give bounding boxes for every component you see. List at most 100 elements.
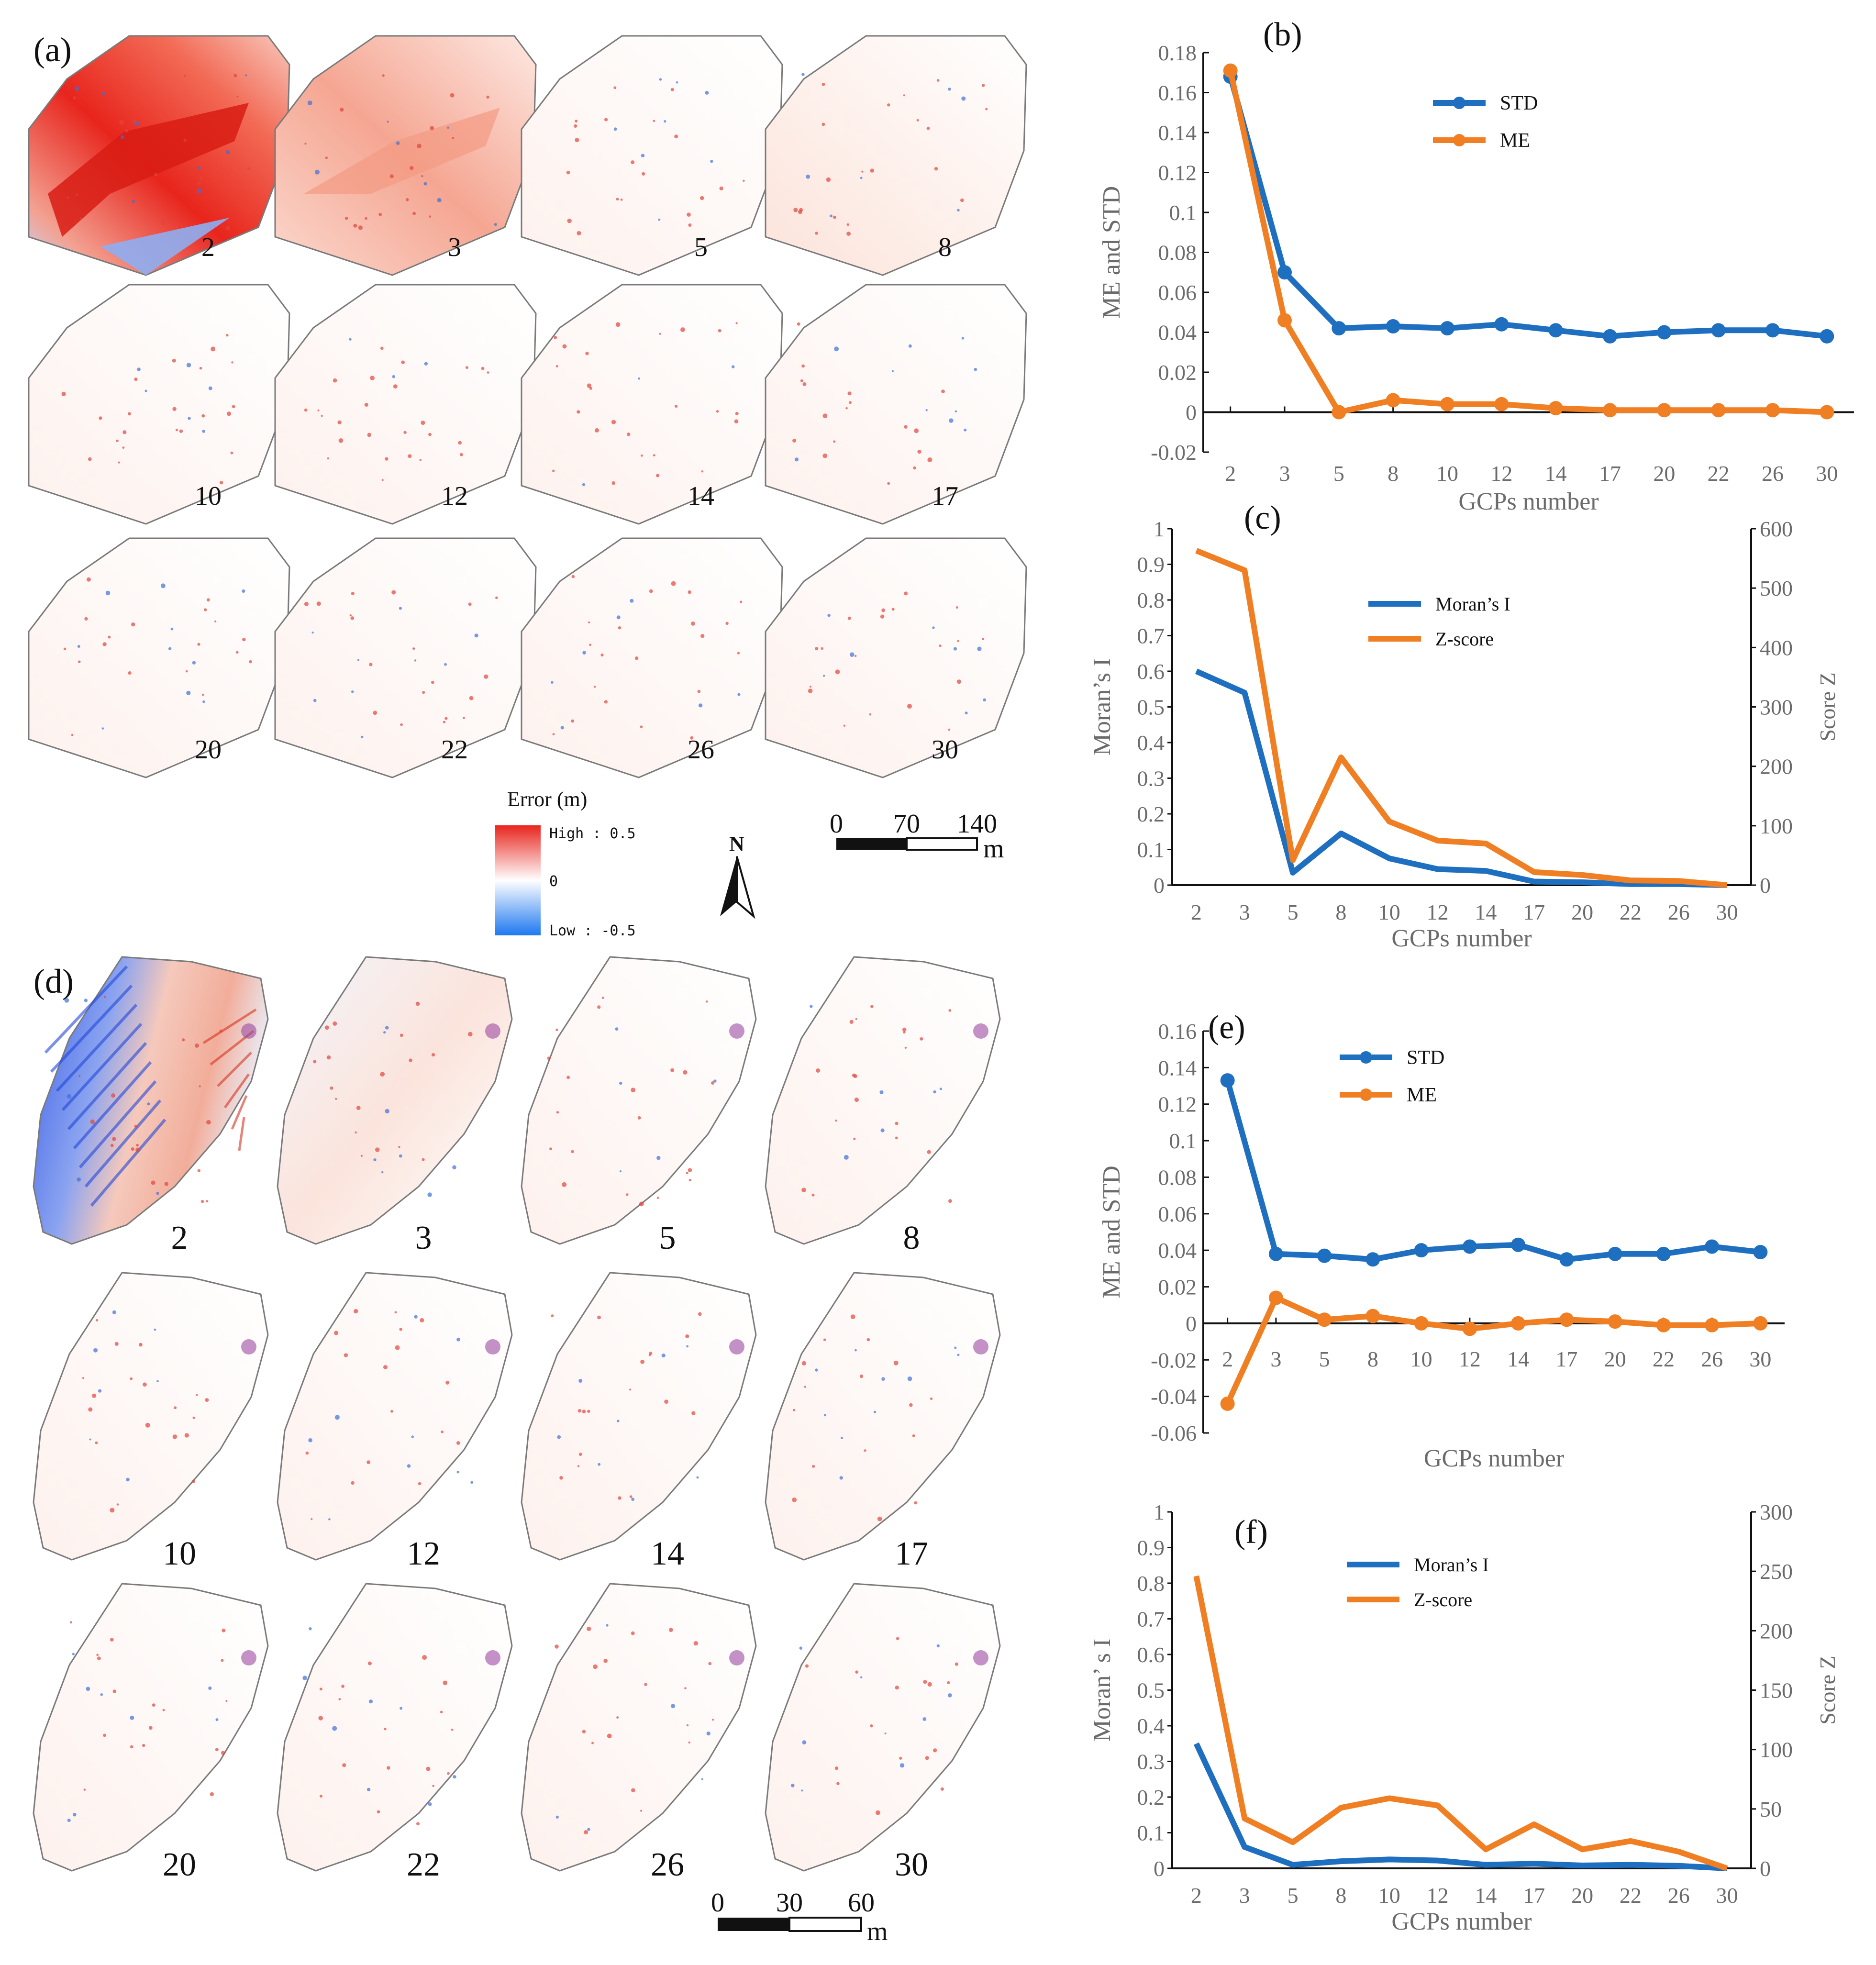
error-speck: [801, 1188, 806, 1192]
error-speck: [327, 457, 329, 460]
error-legend: Error (m) High : 0.5 0 Low : -0.5: [495, 788, 636, 939]
error-speck: [880, 1128, 885, 1132]
error-speck: [866, 1338, 870, 1342]
error-speck: [381, 479, 384, 481]
low-error-stripe: [56, 1003, 138, 1092]
error-speck: [456, 1471, 459, 1474]
panel-a-tile-label: 30: [932, 735, 958, 765]
data-point-me: [1386, 393, 1400, 408]
error-speck: [815, 647, 819, 651]
y-tick-label-left: 0.8: [1137, 1571, 1165, 1596]
error-speck: [708, 1662, 711, 1665]
error-speck: [799, 1646, 803, 1650]
error-cluster: [973, 1650, 988, 1665]
error-speck: [125, 129, 129, 133]
x-tick-label: 12: [1490, 461, 1512, 486]
x-tick-label: 12: [1427, 900, 1449, 924]
panel-d-tile-20: 20: [33, 1583, 269, 1883]
error-speck: [186, 690, 191, 695]
tile-outline: [765, 1272, 1001, 1561]
error-speck: [206, 598, 210, 602]
error-speck: [982, 637, 985, 640]
error-speck: [349, 338, 352, 341]
error-speck: [554, 336, 557, 339]
error-speck: [356, 1106, 361, 1110]
error-speck: [152, 1703, 155, 1707]
error-speck: [955, 606, 958, 609]
error-speck: [821, 647, 823, 650]
x-tick-label: 10: [1436, 461, 1458, 486]
error-speck: [618, 626, 622, 630]
error-speck: [835, 669, 840, 675]
panel-a-tile-label: 8: [938, 233, 952, 262]
error-speck: [705, 90, 709, 95]
error-speck: [957, 209, 960, 212]
error-speck: [143, 1382, 147, 1387]
y-tick-label: -0.06: [1151, 1421, 1197, 1445]
error-speck: [953, 647, 957, 651]
error-speck: [398, 1146, 400, 1148]
error-speck: [701, 1778, 703, 1780]
error-speck: [219, 1029, 222, 1032]
error-speck: [895, 1136, 898, 1140]
error-speck: [368, 1699, 373, 1704]
error-speck: [430, 126, 434, 131]
error-speck: [403, 431, 407, 434]
error-speck: [571, 575, 575, 578]
error-speck: [566, 1076, 570, 1079]
panel-d-tile-label: 17: [895, 1535, 928, 1572]
error-speck: [110, 1508, 115, 1513]
error-speck: [111, 1093, 116, 1098]
y-axis-title: ME and STD: [1098, 186, 1125, 319]
high-error-zone: [48, 103, 249, 237]
error-speck: [904, 591, 908, 596]
error-speck: [792, 438, 797, 443]
error-speck: [164, 1182, 168, 1186]
data-point-me: [1608, 1314, 1622, 1329]
legend-low-label: Low : -0.5: [549, 922, 636, 939]
error-speck: [103, 1733, 106, 1737]
error-speck: [939, 1088, 942, 1090]
error-speck: [619, 1170, 622, 1173]
x-axis-title: GCPs number: [1458, 488, 1598, 515]
error-speck: [83, 1788, 86, 1791]
error-speck: [849, 401, 852, 404]
scalebar-d: 0 30 60 m: [711, 1888, 888, 1946]
error-speck: [801, 1361, 806, 1366]
panel-a-tiles: 2 3 5 8 10 12 14 17 20 22 26 30: [28, 35, 1027, 778]
error-speck: [416, 1822, 420, 1826]
y-tick-label-right: 150: [1760, 1678, 1793, 1703]
x-tick-label: 10: [1410, 1347, 1432, 1371]
error-speck: [664, 120, 666, 123]
error-speck: [809, 686, 812, 688]
error-speck: [611, 481, 616, 485]
data-point-std: [1365, 1252, 1380, 1267]
high-error-stripe: [238, 1117, 245, 1151]
error-speck: [571, 1150, 574, 1154]
error-speck: [861, 170, 864, 173]
error-speck: [893, 1360, 899, 1366]
y-tick-label-left: 0.5: [1137, 695, 1165, 720]
error-speck: [887, 103, 890, 107]
error-speck: [808, 688, 813, 693]
error-speck: [698, 703, 703, 708]
error-speck: [98, 1389, 102, 1393]
error-speck: [711, 1081, 715, 1085]
series-line-std: [1227, 76, 1827, 339]
error-speck: [380, 346, 384, 350]
error-speck: [664, 1399, 668, 1404]
y-tick-label-left: 1: [1154, 517, 1165, 541]
data-point-me: [1440, 397, 1454, 411]
x-tick-label: 30: [1716, 900, 1738, 924]
error-speck: [675, 405, 678, 408]
y-tick-label-right: 100: [1760, 1738, 1793, 1762]
panel-a-tile-label: 20: [195, 735, 222, 765]
panel-a-tile-label: 10: [195, 481, 222, 511]
error-speck: [884, 1732, 887, 1734]
error-speck: [341, 1685, 344, 1688]
error-speck: [582, 1410, 586, 1414]
error-speck: [834, 1766, 839, 1770]
error-speck: [304, 143, 307, 145]
error-speck: [245, 74, 247, 77]
error-speck: [373, 1158, 377, 1162]
